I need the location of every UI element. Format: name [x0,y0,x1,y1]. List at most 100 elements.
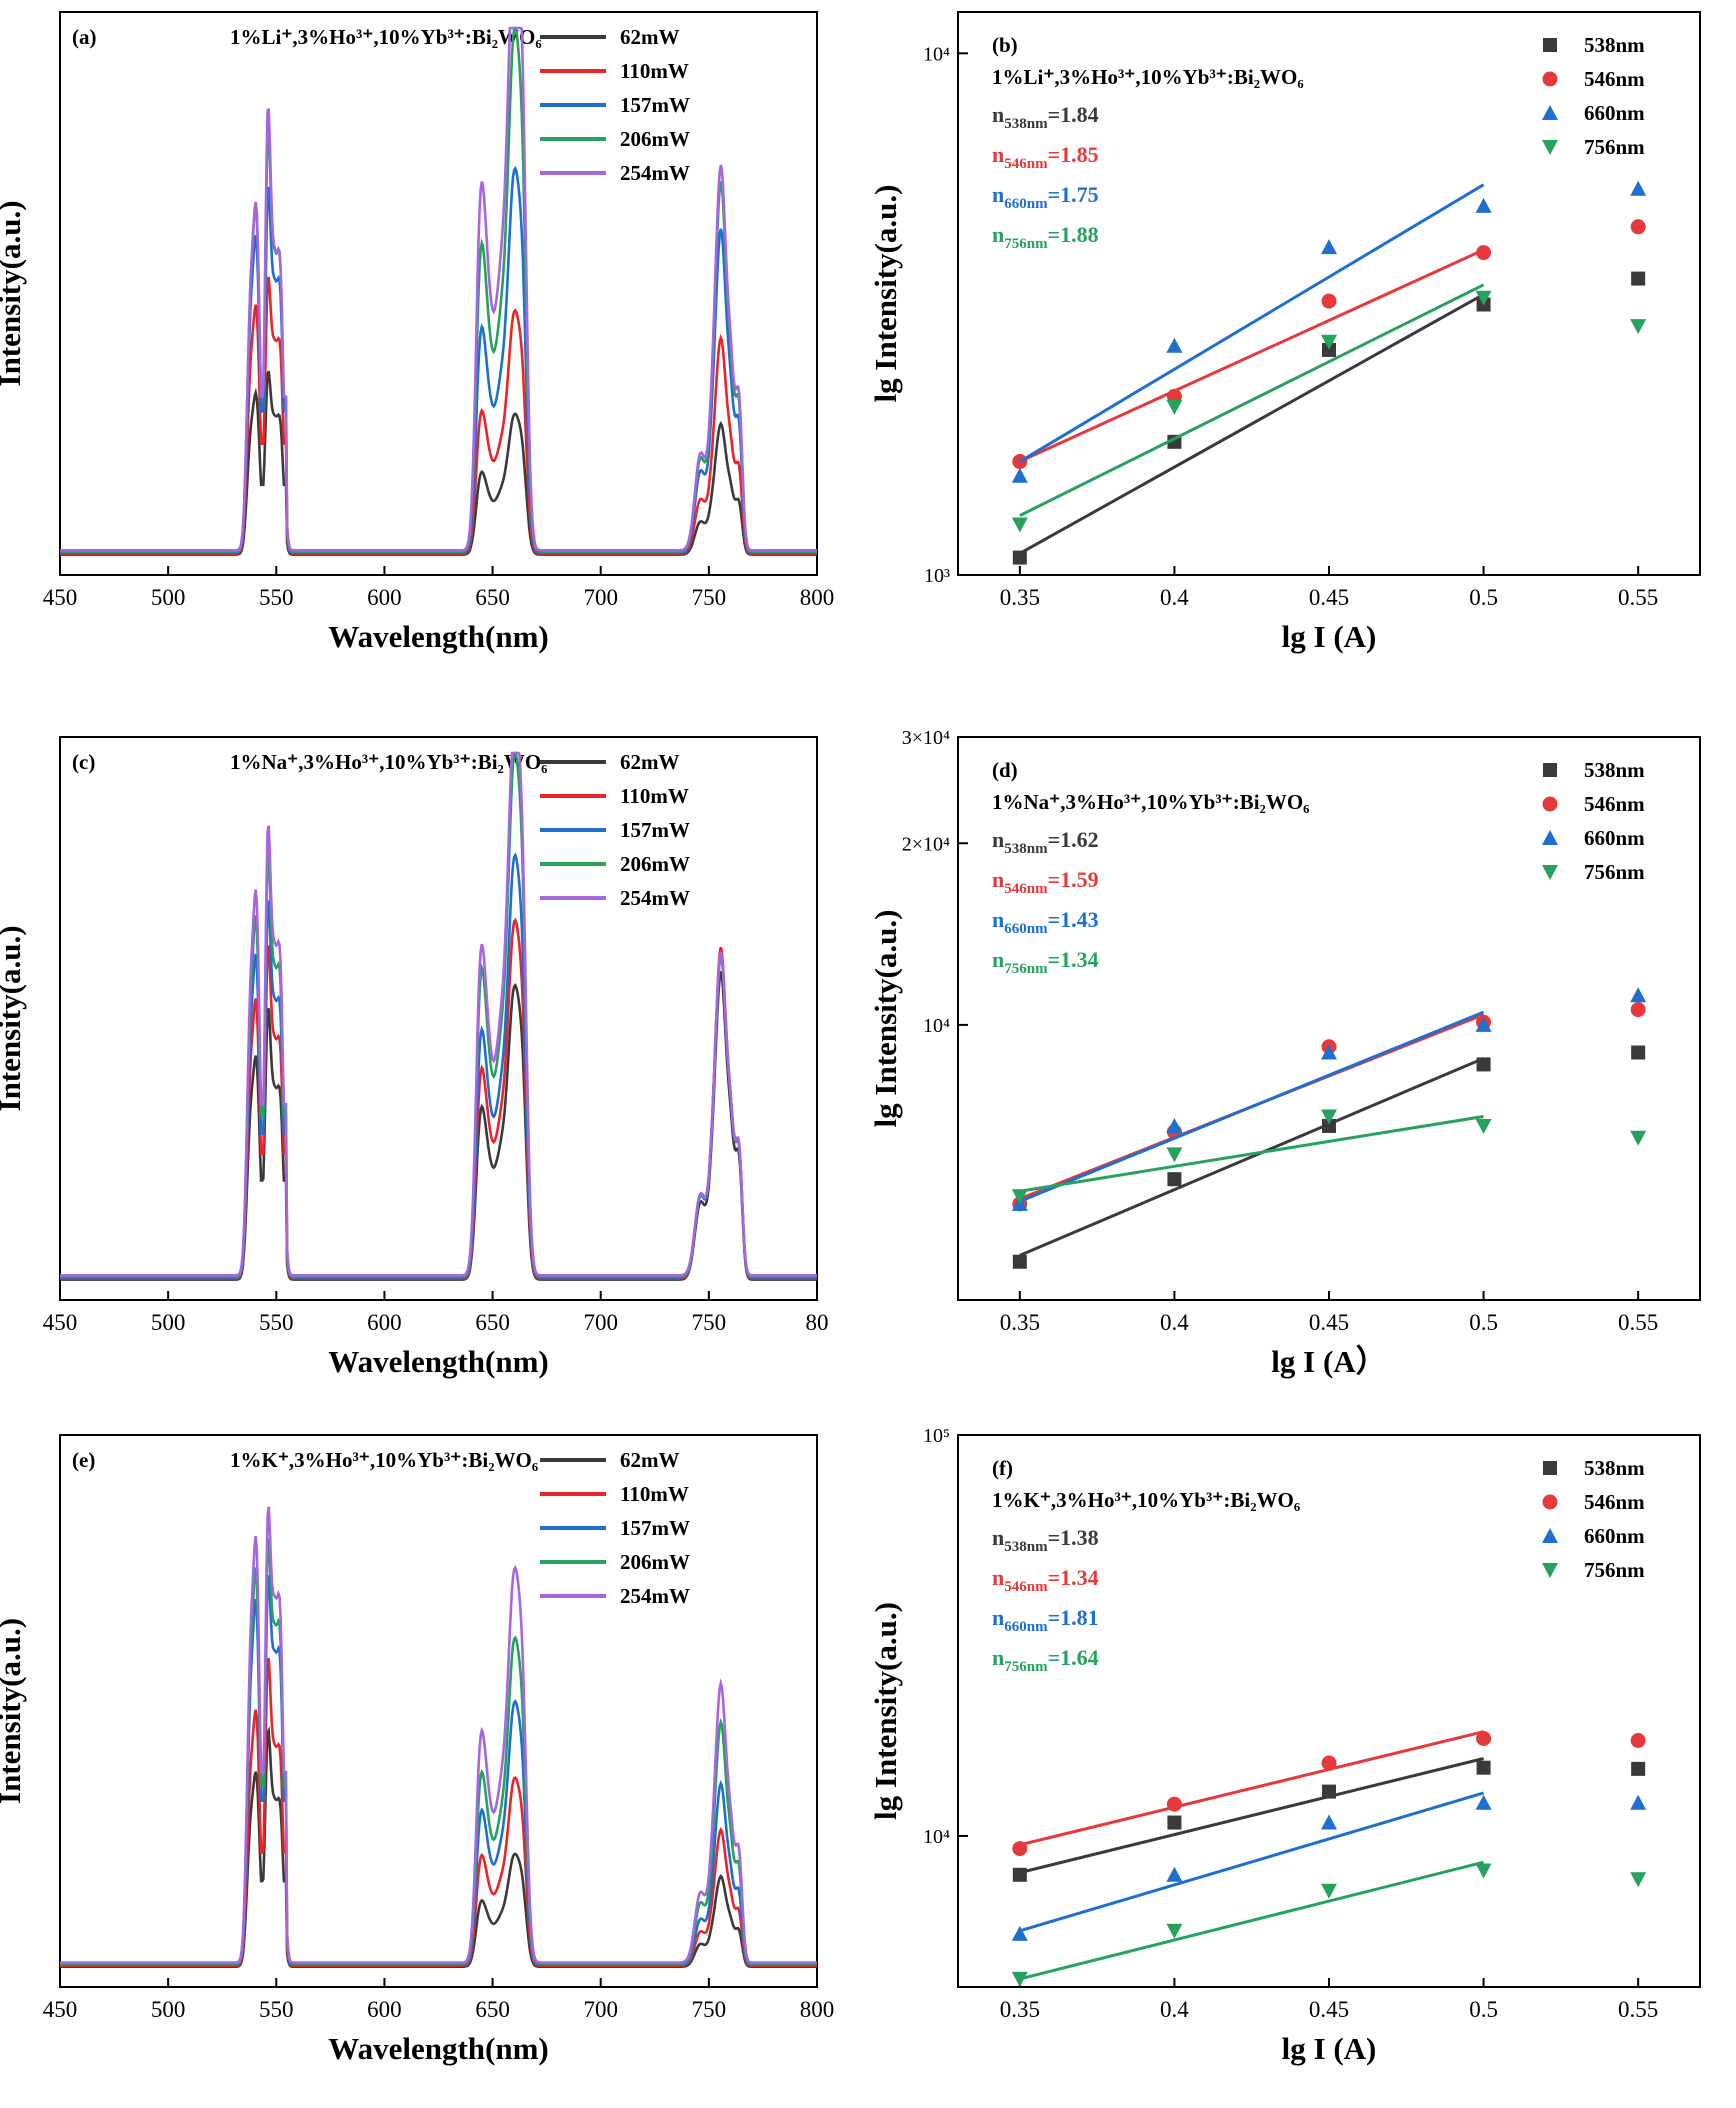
composition-label: 1%Na⁺,3%Ho³⁺,10%Yb³⁺:Bi₂WO₆ [992,790,1309,814]
marker-triangle-down [1011,1971,1028,1987]
slope-label-660nm: n660nm=1.43 [992,907,1099,937]
marker-square [1543,1461,1557,1475]
x-axis-label: lg I (A） [1271,1344,1386,1379]
x-tick-label: 450 [43,1997,78,2022]
plot-frame [957,736,1701,1301]
panel-label: (b) [992,33,1018,57]
fit-line-538nm [1019,1057,1485,1257]
y-axis-label: lg Intensity(a.u.) [868,185,903,403]
spectrum-panel-2: 450 500 550 600 650 700 750 80 Wavelength(nm) Int… [0,736,829,1379]
x-tick-label: 550 [259,585,294,610]
spectrum-254mW [60,751,817,1277]
series-546nm [1012,1730,1646,1857]
marker-triangle-down [1475,1118,1492,1134]
marker-triangle-up [1542,1528,1558,1543]
marker-square [1476,1760,1491,1775]
scatter-panel-1: 0.35 0.4 0.45 0.5 0.55 10³ 10⁴ lg I (A) lg Inten… [868,11,1701,654]
marker-square [1543,763,1557,777]
legend-label-538nm: 538nm [1584,1456,1645,1480]
marker-triangle-up [1630,1794,1647,1810]
marker-triangle-down [1321,334,1337,350]
marker-square [1322,342,1336,357]
x-axis-label: Wavelength(nm) [328,619,548,654]
marker-square [1631,1761,1646,1776]
legend-label-157mW: 157mW [620,1516,690,1540]
y-axis-label: Intensity(a.u.) [0,925,27,1111]
slope-label-538nm: n538nm=1.84 [992,102,1099,132]
legend-label-206mW: 206mW [620,127,690,151]
legend-label-660nm: 660nm [1584,826,1645,850]
x-tick-label: 600 [367,1310,402,1335]
x-tick-label: 0.5 [1469,585,1498,610]
x-tick-label: 0.5 [1469,1997,1498,2022]
scatter-panel-3: 0.35 0.4 0.45 0.5 0.55 10⁴ 2×10⁴ 3×10⁴ lg I (A） l… [868,727,1701,1379]
slope-label-756nm: n756nm=1.64 [992,1645,1099,1675]
y-tick-label: 3×10⁴ [902,727,950,749]
marker-triangle-up [1166,1117,1183,1133]
spectrum-110mW [60,276,817,555]
x-tick-label: 650 [475,1997,510,2022]
y-axis-label: lg Intensity(a.u.) [868,910,903,1128]
marker-triangle-up [1011,1925,1028,1941]
fit-line-660nm [1019,1010,1485,1203]
legend-label-254mW: 254mW [620,886,690,910]
marker-triangle-down [1542,140,1558,155]
x-tick-label: 0.35 [1000,1997,1040,2022]
panel-label: (e) [72,1448,95,1472]
spectrum-254mW [60,1506,817,1964]
fit-line-660nm [1019,183,1485,463]
x-tick-label: 500 [151,585,186,610]
y-axis-label: lg Intensity(a.u.) [868,1602,903,1820]
x-tick-label: 0.4 [1160,1310,1189,1335]
y-axis-label: Intensity(a.u.) [0,1618,27,1804]
marker-triangle-up [1475,1794,1492,1810]
slope-label-538nm: n538nm=1.38 [992,1525,1099,1555]
legend-label-110mW: 110mW [620,784,689,808]
plot-frame [957,1434,1701,1988]
panel-label: (a) [72,25,97,49]
series-756nm [1011,1863,1647,1987]
marker-triangle-down [1542,1563,1558,1578]
x-tick-label: 700 [583,1997,618,2022]
y-tick-label: 2×10⁴ [902,833,950,855]
series-660nm [1011,180,1647,483]
legend-label-157mW: 157mW [620,93,690,117]
slope-label-660nm: n660nm=1.81 [992,1605,1099,1635]
x-tick-label: 750 [692,1997,727,2022]
marker-triangle-up [1166,337,1183,353]
legend-label-110mW: 110mW [620,59,689,83]
composition-label: 1%Na⁺,3%Ho³⁺,10%Yb³⁺:Bi₂WO₆ [230,750,547,774]
spectrum-157mW [60,852,817,1279]
marker-triangle-down [1011,1189,1028,1205]
x-tick-label: 0.45 [1309,1997,1349,2022]
x-tick-label: 500 [151,1310,186,1335]
marker-circle [1630,219,1646,235]
x-tick-label: 80 [806,1310,829,1335]
legend-label-254mW: 254mW [620,1584,690,1608]
marker-triangle-down [1321,1883,1337,1899]
slope-label-538nm: n538nm=1.62 [992,827,1099,857]
x-axis-label: Wavelength(nm) [328,2031,548,2066]
marker-square [1012,1867,1027,1882]
series-538nm [1012,1045,1646,1269]
fit-line-756nm [1019,1860,1484,1981]
legend-label-660nm: 660nm [1584,1524,1645,1548]
x-axis-label: lg I (A) [1282,619,1377,654]
fit-line-546nm [1019,248,1485,463]
marker-square [1012,550,1027,565]
legend-label-157mW: 157mW [620,818,690,842]
x-tick-label: 550 [259,1310,294,1335]
y-tick-label: 10³ [924,565,950,587]
legend-label-62mW: 62mW [620,25,680,49]
fit-line-756nm [1019,1115,1484,1193]
fit-line-538nm [1019,293,1485,555]
x-tick-label: 550 [259,1997,294,2022]
x-tick-label: 450 [43,585,78,610]
x-tick-label: 0.4 [1160,1997,1189,2022]
plot-frame [59,736,818,1301]
marker-triangle-down [1166,1147,1183,1163]
marker-triangle-down [1321,1109,1337,1125]
marker-circle [1542,1494,1558,1510]
x-tick-label: 600 [367,585,402,610]
